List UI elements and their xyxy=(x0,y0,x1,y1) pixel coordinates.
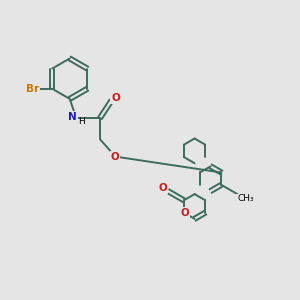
Text: Br: Br xyxy=(26,84,39,94)
Text: CH₃: CH₃ xyxy=(237,194,254,203)
Text: O: O xyxy=(180,208,189,218)
Text: O: O xyxy=(158,183,167,193)
Text: O: O xyxy=(111,93,120,103)
Text: H: H xyxy=(79,117,85,126)
Text: N: N xyxy=(68,112,77,122)
Text: O: O xyxy=(111,152,119,162)
